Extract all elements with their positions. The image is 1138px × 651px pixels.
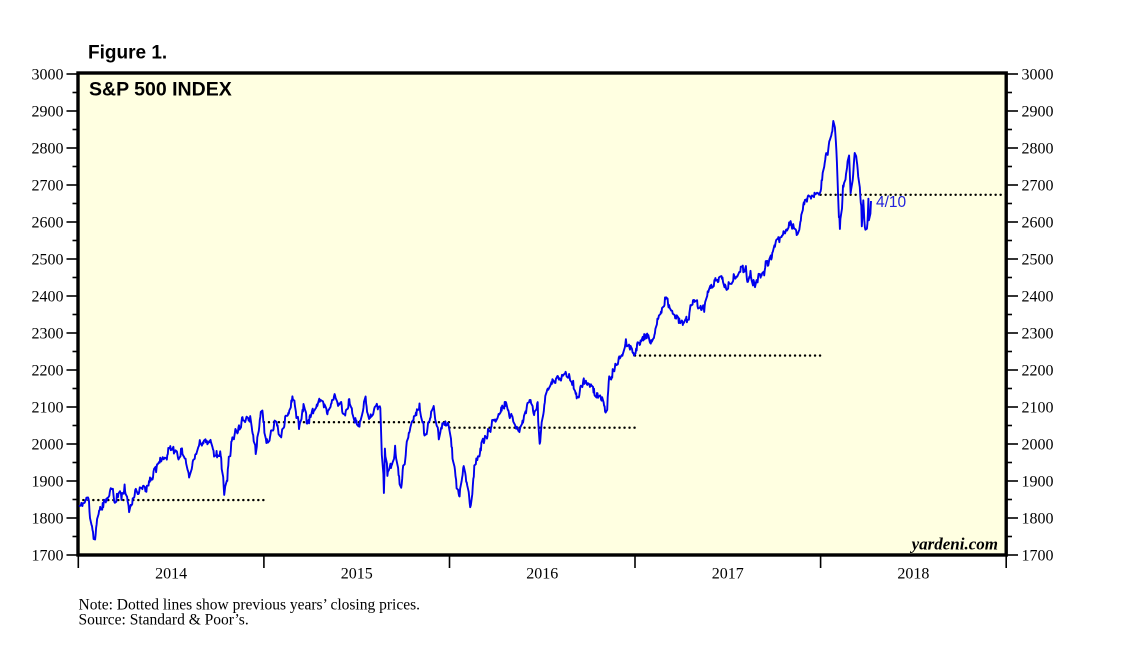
svg-text:2600: 2600 (1022, 214, 1054, 231)
svg-text:2017: 2017 (712, 566, 744, 583)
svg-text:1900: 1900 (1022, 473, 1054, 490)
svg-text:2800: 2800 (1022, 140, 1054, 157)
svg-text:3000: 3000 (32, 66, 64, 83)
svg-text:2200: 2200 (32, 362, 64, 379)
svg-text:2200: 2200 (1022, 362, 1054, 379)
svg-text:2700: 2700 (32, 177, 64, 194)
svg-text:Source: Standard & Poor’s.: Source: Standard & Poor’s. (79, 612, 249, 629)
svg-text:2800: 2800 (32, 140, 64, 157)
svg-text:2400: 2400 (1022, 288, 1054, 305)
svg-text:2000: 2000 (1022, 436, 1054, 453)
svg-text:2400: 2400 (32, 288, 64, 305)
svg-text:1900: 1900 (32, 473, 64, 490)
svg-text:2014: 2014 (155, 566, 187, 583)
svg-text:2100: 2100 (1022, 399, 1054, 416)
svg-text:3000: 3000 (1022, 66, 1054, 83)
svg-text:Note: Dotted lines show previo: Note: Dotted lines show previous years’ … (79, 597, 421, 614)
svg-text:2018: 2018 (897, 566, 929, 583)
svg-text:2700: 2700 (1022, 177, 1054, 194)
svg-text:2500: 2500 (1022, 251, 1054, 268)
svg-text:2600: 2600 (32, 214, 64, 231)
svg-text:1700: 1700 (32, 547, 64, 564)
svg-text:2300: 2300 (32, 325, 64, 342)
svg-text:2100: 2100 (32, 399, 64, 416)
svg-text:4/10: 4/10 (876, 194, 907, 211)
svg-text:1800: 1800 (32, 510, 64, 527)
svg-text:S&P 500 INDEX: S&P 500 INDEX (89, 79, 232, 101)
svg-text:2300: 2300 (1022, 325, 1054, 342)
svg-text:2000: 2000 (32, 436, 64, 453)
svg-text:2900: 2900 (32, 103, 64, 120)
svg-text:1800: 1800 (1022, 510, 1054, 527)
svg-text:2900: 2900 (1022, 103, 1054, 120)
svg-text:2500: 2500 (32, 251, 64, 268)
svg-text:2016: 2016 (526, 566, 558, 583)
svg-text:1700: 1700 (1022, 547, 1054, 564)
svg-text:yardeni.com: yardeni.com (910, 535, 998, 554)
svg-text:2015: 2015 (341, 566, 373, 583)
svg-text:Figure 1.: Figure 1. (88, 43, 167, 64)
